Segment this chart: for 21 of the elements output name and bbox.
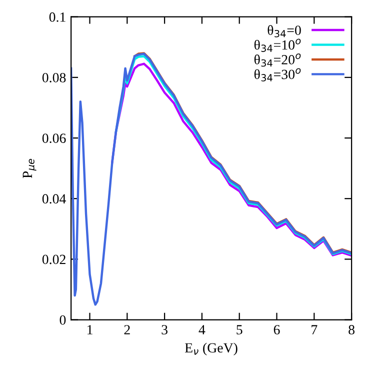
x-tick-label: 5	[236, 325, 242, 334]
y-tick-label: 0.08	[42, 73, 66, 82]
legend-label: θ$_{34}$=10$^{o}$	[254, 38, 301, 52]
x-tick-label: 3	[162, 325, 168, 334]
x-tick-label: 1	[88, 325, 92, 334]
y-tick-label: 0.1	[49, 12, 66, 22]
y-tick-label: 0.02	[42, 254, 66, 264]
line-series	[71, 52, 352, 306]
y-tick-label: 0.06	[42, 134, 66, 144]
legend-label: θ$_{34}$=0	[268, 25, 301, 38]
x-tick-label: 4	[198, 325, 206, 334]
x-tick-label: 7	[312, 325, 318, 334]
x-tick-label: 8	[348, 325, 355, 334]
x-tick-label: 2	[124, 325, 130, 334]
x-tick-label: 6	[274, 325, 280, 334]
y-tick-label: 0.04	[42, 194, 66, 204]
legend-label: θ$_{34}$=30$^{o}$	[254, 68, 301, 82]
y-axis-title: P$_{μe}$	[22, 158, 36, 178]
x-axis-title: E$_{ν}$ (GeV)	[184, 342, 238, 356]
y-tick-label: 0	[60, 315, 66, 325]
legend-label: θ$_{34}$=20$^{o}$	[254, 53, 301, 67]
